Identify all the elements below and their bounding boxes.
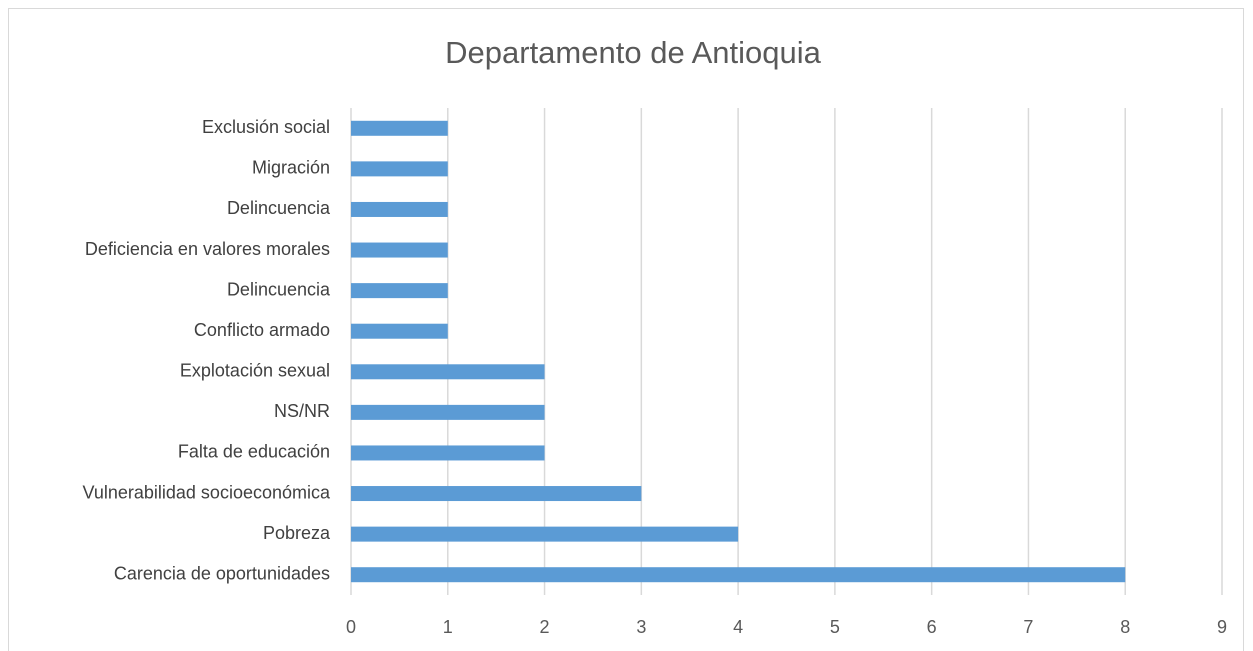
bar — [351, 526, 739, 542]
x-tick-label: 7 — [1023, 617, 1033, 637]
y-tick-label: Pobreza — [263, 523, 331, 543]
bar — [351, 120, 448, 136]
y-tick-label: Delincuencia — [227, 279, 331, 299]
bar — [351, 323, 448, 339]
x-tick-label: 3 — [636, 617, 646, 637]
y-tick-label: Exclusión social — [202, 117, 330, 137]
bar — [351, 445, 545, 461]
y-tick-label: Carencia de oportunidades — [114, 563, 330, 583]
x-tick-label: 9 — [1217, 617, 1227, 637]
bar — [351, 486, 642, 502]
chart-border — [8, 8, 1244, 651]
bar — [351, 201, 448, 217]
bar — [351, 364, 545, 380]
y-tick-label: Conflicto armado — [194, 320, 330, 340]
y-tick-label: Falta de educación — [178, 442, 330, 462]
y-tick-label: Delincuencia — [227, 198, 331, 218]
y-tick-label: Vulnerabilidad socioeconómica — [83, 482, 331, 502]
x-tick-label: 4 — [733, 617, 743, 637]
y-tick-label: Deficiencia en valores morales — [85, 239, 330, 259]
x-tick-label: 8 — [1120, 617, 1130, 637]
chart-title: Departamento de Antioquia — [445, 35, 821, 70]
bar — [351, 567, 1126, 583]
x-tick-label: 5 — [830, 617, 840, 637]
x-tick-label: 2 — [540, 617, 550, 637]
y-tick-label: NS/NR — [274, 401, 330, 421]
bar — [351, 161, 448, 177]
x-tick-label: 1 — [443, 617, 453, 637]
bar — [351, 404, 545, 420]
bar — [351, 283, 448, 299]
bar — [351, 242, 448, 258]
y-tick-label: Explotación sexual — [180, 361, 330, 381]
x-tick-label: 0 — [346, 617, 356, 637]
y-tick-label: Migración — [252, 158, 330, 178]
x-tick-label: 6 — [927, 617, 937, 637]
